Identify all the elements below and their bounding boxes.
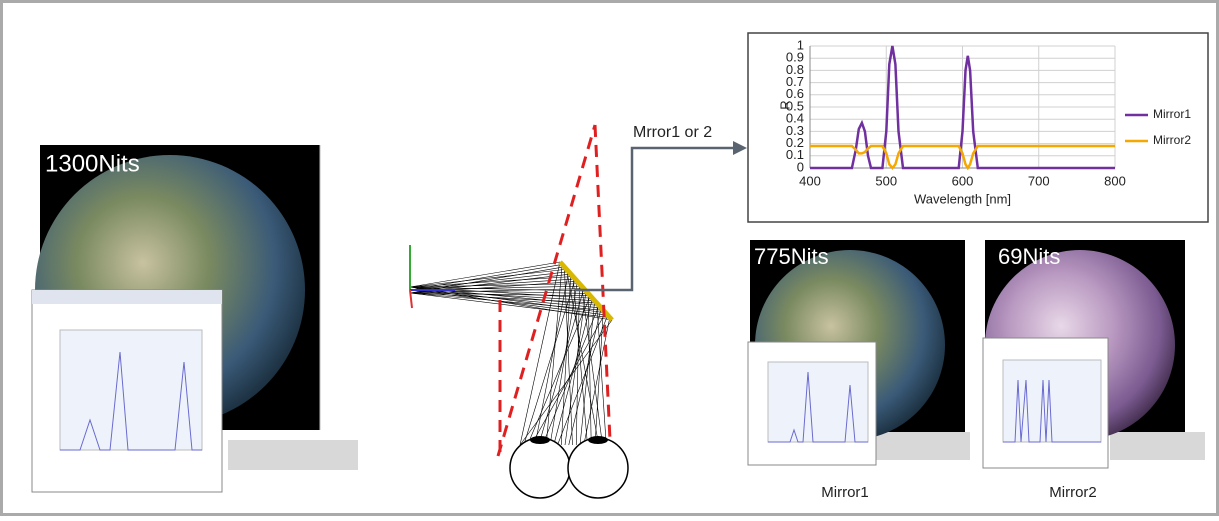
x-tick-label: 700: [1028, 173, 1050, 188]
x-tick-label: 500: [875, 173, 897, 188]
caption: Mirror1: [821, 484, 869, 501]
caption: Mirror2: [1049, 484, 1097, 501]
window-strip: [870, 432, 970, 460]
x-tick-label: 600: [952, 173, 974, 188]
arrow-label: Mrror1 or 2: [633, 124, 712, 141]
brightness-label: 1300Nits: [45, 150, 140, 177]
window-titlebar: [32, 290, 222, 304]
mini-plot: [768, 362, 868, 442]
x-tick-label: 400: [799, 173, 821, 188]
eye: [510, 438, 570, 498]
legend-label: Mirror2: [1153, 133, 1191, 147]
mini-plot: [1003, 360, 1101, 442]
x-axis-title: Wavelength [nm]: [914, 191, 1011, 206]
brightness-label: 775Nits: [754, 244, 829, 269]
pupil: [588, 436, 608, 444]
y-tick-label: 1: [797, 37, 804, 52]
y-axis-title: R: [777, 100, 792, 109]
window-strip: [228, 440, 358, 470]
legend-label: Mirror1: [1153, 107, 1191, 121]
eye: [568, 438, 628, 498]
page: 1300Nits 775Nits Mirror1 69Nits Mirror2 …: [0, 0, 1219, 516]
pupil: [530, 436, 550, 444]
x-tick-label: 800: [1104, 173, 1126, 188]
window-strip: [1110, 432, 1205, 460]
brightness-label: 69Nits: [998, 244, 1060, 269]
